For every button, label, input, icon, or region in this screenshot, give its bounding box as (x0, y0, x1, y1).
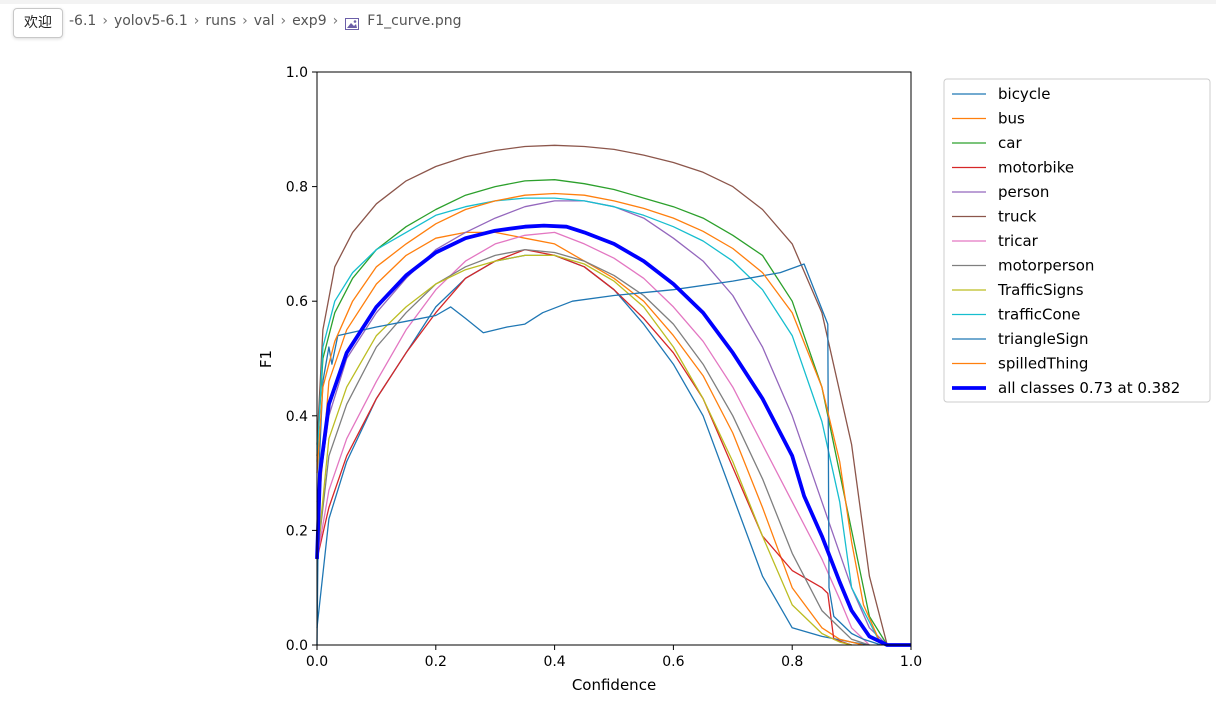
series-line-8 (316, 254, 852, 646)
x-tick-label: 0.0 (306, 654, 328, 670)
x-tick-label: 1.0 (900, 654, 922, 670)
series-line-10 (316, 263, 882, 646)
legend-label: triangleSign (998, 330, 1089, 348)
series-line-3 (316, 248, 852, 646)
breadcrumb-item[interactable]: runs (205, 13, 237, 29)
y-tick-label: 0.2 (286, 523, 308, 539)
series-line-6 (316, 231, 870, 646)
breadcrumb-item[interactable]: -6.1 (69, 13, 97, 29)
image-file-icon (345, 15, 360, 30)
breadcrumb-item[interactable]: yolov5-6.1 (113, 13, 188, 29)
y-tick-label: 0.0 (286, 638, 308, 654)
breadcrumb: -6.1 › yolov5-6.1 › runs › val › exp9 › … (66, 10, 465, 32)
legend-label: motorbike (998, 159, 1074, 177)
breadcrumb-bar: 欢迎 -6.1 › yolov5-6.1 › runs › val › exp9… (0, 0, 1216, 42)
y-tick-label: 0.4 (286, 409, 308, 425)
legend-label: tricar (998, 232, 1039, 250)
tooltip: 欢迎 (13, 8, 63, 38)
legend-label: person (998, 183, 1049, 201)
series-line-2 (316, 179, 888, 646)
legend-label: car (998, 134, 1022, 152)
series-line-4 (316, 200, 888, 646)
chevron-right-icon: › (332, 13, 339, 29)
legend-label: TrafficSigns (997, 281, 1084, 299)
legend-label: spilledThing (998, 355, 1088, 373)
series-line-12 (315, 223, 911, 647)
chevron-right-icon: › (193, 13, 200, 29)
legend-label: motorperson (998, 257, 1094, 275)
y-axis-label: F1 (257, 350, 275, 368)
chevron-right-icon: › (102, 13, 108, 29)
y-tick-label: 0.8 (286, 180, 308, 196)
legend-label: trafficCone (998, 306, 1080, 324)
legend-label: bus (998, 110, 1025, 128)
series-line-5 (316, 144, 888, 646)
y-tick-label: 0.6 (286, 294, 308, 310)
axis-ticks: 0.0 0.2 0.4 0.6 0.8 1.0 0.0 0.2 0.4 0.6 0.8 1.0 (286, 65, 922, 670)
breadcrumb-file[interactable]: F1_curve.png (367, 13, 462, 29)
legend-label: truck (998, 208, 1037, 226)
legend: bicycle bus car motorbike person truck tricar m… (943, 78, 1211, 403)
y-tick-label: 1.0 (286, 65, 308, 81)
breadcrumb-item[interactable]: val (253, 13, 275, 29)
series-line-11 (316, 192, 882, 646)
x-tick-label: 0.2 (425, 654, 447, 670)
legend-label: all classes 0.73 at 0.382 (998, 379, 1180, 397)
series-line-7 (316, 248, 870, 646)
series-line-0 (316, 254, 870, 646)
chevron-right-icon: › (242, 13, 248, 29)
x-tick-label: 0.8 (781, 654, 803, 670)
plot-frame (316, 71, 912, 646)
legend-box (943, 78, 1211, 403)
x-tick-label: 0.6 (662, 654, 684, 670)
top-border (0, 0, 1216, 4)
legend-label: bicycle (998, 85, 1050, 103)
chevron-right-icon: › (280, 13, 287, 29)
series-line-9 (316, 197, 882, 646)
x-tick-label: 0.4 (543, 654, 565, 670)
breadcrumb-item[interactable]: exp9 (292, 13, 327, 29)
plot-lines (315, 144, 911, 647)
x-axis-label: Confidence (572, 676, 656, 694)
